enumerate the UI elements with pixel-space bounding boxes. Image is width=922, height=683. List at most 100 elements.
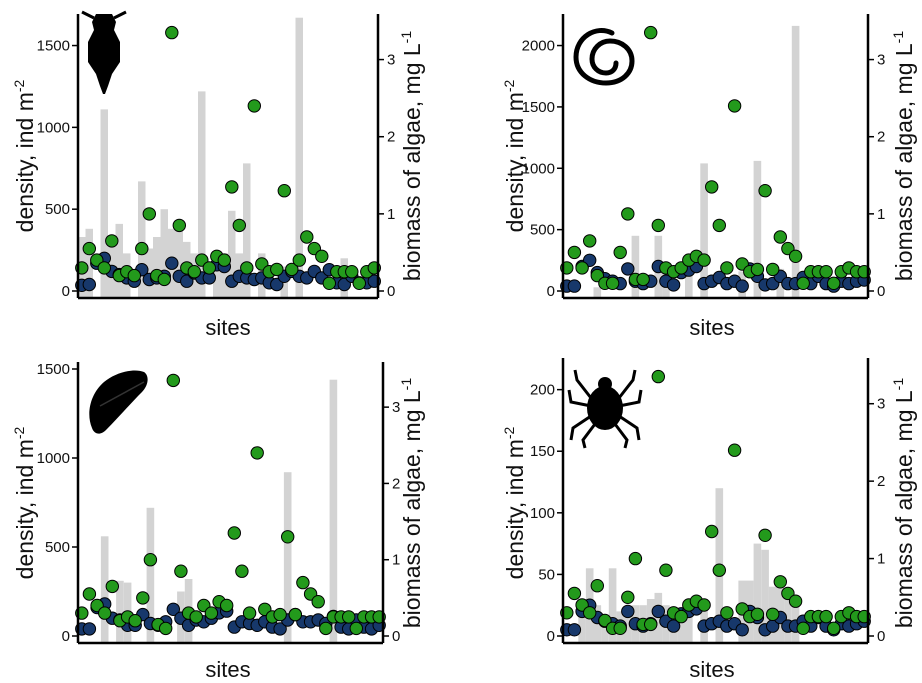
algae-biomass-point: [349, 621, 363, 636]
y-tick-label: 100: [530, 505, 555, 522]
algae-biomass-point: [613, 621, 627, 635]
algae-biomass-point: [292, 253, 306, 267]
isopod-icon: [89, 370, 148, 434]
y-tick-label: 50: [538, 566, 555, 583]
y2-axis-title: biomass of algae, mg L-1: [398, 378, 425, 628]
algae-biomass-point: [621, 207, 635, 221]
algae-biomass-point: [651, 369, 665, 384]
algae-biomass-point: [217, 253, 232, 267]
density-bar: [283, 472, 292, 643]
algae-biomass-point: [300, 230, 314, 244]
algae-biomass-point: [651, 218, 665, 233]
density-bar: [100, 536, 109, 643]
algae-biomass-point: [157, 272, 172, 287]
density-point: [567, 623, 582, 637]
y2-tick-label: 1: [877, 206, 885, 223]
density-point: [621, 262, 635, 276]
algae-biomass-point: [270, 262, 284, 277]
y-axis-title: density, ind m-2: [11, 79, 38, 232]
algae-biomass-point: [788, 249, 803, 263]
algae-biomass-point: [220, 598, 234, 613]
algae-biomass-point: [247, 99, 262, 113]
snail-icon: [573, 28, 635, 86]
algae-biomass-point: [727, 443, 742, 457]
y-tick-label: 500: [45, 539, 70, 556]
algae-biomass-point: [788, 594, 803, 608]
algae-biomass-point: [796, 276, 810, 290]
algae-biomass-point: [285, 262, 299, 277]
x-axis-title: sites: [205, 657, 250, 682]
algae-biomass-point: [98, 606, 112, 620]
algae-biomass-point: [315, 249, 329, 263]
density-point: [735, 623, 749, 637]
algae-biomass-point: [727, 99, 742, 113]
algae-biomass-point: [105, 234, 119, 248]
density-bar: [677, 611, 685, 643]
y2-tick-label: 1: [877, 551, 885, 568]
algae-biomass-point: [697, 598, 711, 612]
algae-biomass-point: [567, 586, 582, 601]
algae-biomass-point: [159, 621, 173, 636]
algae-biomass-point: [342, 610, 356, 624]
panel-4: 0 50 100 150 200 0 1 2 3 density, ind m-2 biomass …: [501, 358, 917, 682]
algae-biomass-point: [705, 524, 719, 539]
density-point: [166, 602, 181, 616]
density-bar: [146, 507, 155, 643]
algae-biomass-point: [127, 268, 142, 283]
y2-tick-label: 2: [877, 129, 885, 146]
algae-biomass-point: [250, 446, 264, 460]
density-bar: [593, 287, 602, 298]
y-tick-label: 1000: [37, 450, 70, 467]
algae-biomass-point: [621, 590, 635, 604]
y-axis-title: density, ind m-2: [501, 79, 528, 232]
density-point: [735, 279, 749, 293]
density-bar: [753, 543, 762, 643]
algae-biomass-point: [705, 180, 719, 194]
y-tick-label: 500: [530, 222, 555, 239]
y-axis-title: density, ind m-2: [501, 426, 528, 579]
density-point: [651, 604, 665, 619]
algae-biomass-point: [766, 607, 780, 621]
algae-biomass-point: [345, 265, 359, 279]
y-tick-label: 150: [530, 443, 555, 460]
density-bar: [198, 91, 206, 299]
algae-biomass-point: [819, 265, 833, 279]
density-bar: [228, 210, 236, 298]
y-tick-label: 1000: [522, 160, 555, 177]
algae-biomass-point: [674, 609, 688, 624]
algae-biomass-point: [827, 276, 841, 290]
density-bar: [631, 235, 640, 298]
density-bar: [243, 163, 251, 298]
density-point: [82, 622, 97, 636]
y2-tick-label: 1: [392, 552, 400, 569]
algae-biomass-point: [322, 276, 336, 290]
algae-biomass-point: [352, 276, 366, 290]
y-tick-label: 1500: [37, 361, 70, 378]
algae-biomass-point: [311, 595, 325, 609]
algae-biomass-point: [135, 241, 149, 256]
density-bar: [175, 228, 183, 298]
density-bar: [601, 617, 609, 643]
algae-biomass-point: [273, 607, 287, 622]
algae-biomass-point: [659, 563, 673, 577]
algae-biomass-point: [128, 614, 142, 628]
y2-tick-label: 0: [387, 283, 395, 300]
algae-biomass-point: [82, 241, 97, 256]
density-bar: [761, 549, 769, 643]
water-flea-icon: [81, 10, 127, 94]
y2-tick-label: 1: [387, 206, 395, 223]
algae-biomass-point: [796, 621, 810, 635]
algae-biomass-point: [165, 25, 179, 40]
algae-biomass-point: [288, 607, 302, 622]
algae-biomass-point: [712, 563, 726, 577]
algae-biomass-point: [712, 218, 726, 233]
algae-biomass-point: [644, 25, 658, 40]
y2-tick-label: 3: [877, 52, 885, 69]
algae-biomass-point: [720, 261, 734, 275]
density-bar: [220, 253, 228, 298]
density-bar: [295, 17, 303, 298]
x-axis-title: sites: [689, 315, 734, 340]
algae-biomass-point: [758, 184, 772, 198]
mite-icon: [567, 369, 643, 449]
algae-biomass-point: [613, 245, 627, 260]
